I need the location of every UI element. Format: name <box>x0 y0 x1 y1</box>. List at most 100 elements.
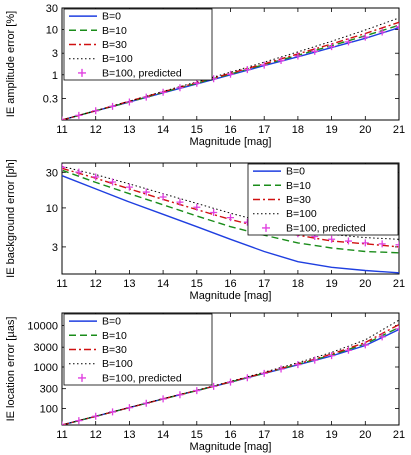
y-tick-label: 3000 <box>34 342 58 354</box>
y-axis-label: IE location error [µas] <box>5 317 17 422</box>
x-axis-label: Magnitude [mag] <box>190 136 272 148</box>
series-marker-5 <box>176 84 184 92</box>
x-tick-label: 20 <box>359 124 371 136</box>
legend-marker <box>78 373 86 382</box>
x-tick-label: 15 <box>191 124 203 136</box>
series-marker-5 <box>294 52 302 60</box>
series-marker-5 <box>92 412 100 420</box>
legend-label: B=100 <box>286 208 317 220</box>
legend-label: B=10 <box>286 180 311 192</box>
series-marker-5 <box>142 399 150 407</box>
x-tick-label: 19 <box>325 429 337 441</box>
y-axis-label: IE amplitude error [%] <box>5 11 17 117</box>
x-tick-label: 15 <box>191 278 203 290</box>
legend-label: B=100, predicted <box>102 372 182 384</box>
series-marker-5 <box>361 33 369 41</box>
series-line-4 <box>62 17 399 120</box>
series-marker-5 <box>395 241 399 249</box>
x-tick-label: 20 <box>359 278 371 290</box>
legend-label: B=10 <box>102 330 127 342</box>
series-marker-5 <box>75 111 83 119</box>
series-marker-5 <box>109 102 117 110</box>
legend-label: B=0 <box>102 11 121 23</box>
legend-label: B=100 <box>102 53 133 65</box>
series-marker-5 <box>210 208 218 216</box>
x-tick-label: 18 <box>292 278 304 290</box>
x-tick-label: 11 <box>56 429 67 441</box>
x-tick-label: 20 <box>359 429 371 441</box>
legend-label: B=10 <box>102 25 127 37</box>
x-tick-label: 21 <box>393 124 405 136</box>
series-marker-5 <box>125 404 133 412</box>
series-marker-5 <box>125 183 133 191</box>
series-marker-5 <box>294 361 302 369</box>
y-tick-label: 10000 <box>27 320 58 332</box>
series-line-2 <box>62 326 399 425</box>
series-marker-5 <box>176 391 184 399</box>
series-marker-5 <box>62 163 66 171</box>
series-marker-5 <box>193 387 201 395</box>
x-tick-label: 11 <box>56 124 67 136</box>
series-marker-5 <box>277 57 285 65</box>
x-tick-label: 12 <box>90 278 102 290</box>
series-line-1 <box>62 175 399 274</box>
series-marker-5 <box>109 408 117 416</box>
x-tick-label: 13 <box>123 124 135 136</box>
series-marker-5 <box>227 214 234 222</box>
series-marker-5 <box>193 203 201 211</box>
series-marker-5 <box>159 395 167 403</box>
legend-marker <box>78 68 86 77</box>
series-marker-5 <box>210 382 218 390</box>
x-tick-label: 11 <box>56 278 67 290</box>
series-marker-5 <box>378 240 386 248</box>
series-marker-5 <box>344 237 352 245</box>
series-marker-5 <box>193 79 201 87</box>
series-marker-5 <box>243 374 251 382</box>
series-marker-5 <box>378 28 386 36</box>
series-marker-5 <box>92 173 100 181</box>
y-axis-label: IE background error [ph] <box>5 159 17 278</box>
legend-label: B=0 <box>102 316 121 328</box>
series-marker-5 <box>311 47 319 55</box>
series-marker-5 <box>159 88 167 96</box>
y-tick-label: 30 <box>46 167 58 179</box>
x-tick-label: 17 <box>258 124 270 136</box>
series-marker-5 <box>75 168 83 176</box>
series-marker-5 <box>75 417 83 425</box>
series-marker-5 <box>344 346 352 354</box>
series-marker-5 <box>344 38 352 46</box>
x-tick-label: 21 <box>393 429 405 441</box>
legend-label: B=0 <box>286 166 305 178</box>
x-tick-label: 14 <box>157 429 169 441</box>
series-marker-5 <box>395 23 399 31</box>
series-marker-5 <box>395 325 399 333</box>
y-tick-label: 300 <box>40 384 58 396</box>
series-marker-5 <box>109 178 117 186</box>
series-line-2 <box>62 169 399 254</box>
x-axis-label: Magnitude [mag] <box>190 290 272 302</box>
series-marker-5 <box>92 107 100 115</box>
series-line-3 <box>62 21 399 120</box>
x-tick-label: 14 <box>157 278 169 290</box>
series-marker-5 <box>125 98 133 106</box>
series-marker-5 <box>277 365 285 373</box>
series-line-2 <box>62 24 399 120</box>
series-marker-5 <box>142 93 150 101</box>
x-tick-label: 14 <box>157 124 169 136</box>
x-tick-label: 21 <box>393 278 405 290</box>
series-marker-5 <box>176 198 184 206</box>
y-tick-label: 100 <box>40 403 58 415</box>
x-tick-label: 19 <box>325 124 337 136</box>
x-tick-label: 19 <box>325 278 337 290</box>
x-tick-label: 13 <box>123 278 135 290</box>
series-marker-5 <box>62 421 66 425</box>
series-marker-5 <box>328 235 336 243</box>
series-marker-5 <box>227 378 234 386</box>
x-tick-label: 18 <box>292 429 304 441</box>
series-line-3 <box>62 323 399 425</box>
legend-label: B=100, predicted <box>102 67 182 79</box>
legend-label: B=30 <box>102 344 127 356</box>
y-tick-label: 10 <box>46 25 58 37</box>
chart-panel-3: 11 12 13 14 15 16 17 18 19 20 21 100 300 1000 3000 1000… <box>5 312 405 453</box>
